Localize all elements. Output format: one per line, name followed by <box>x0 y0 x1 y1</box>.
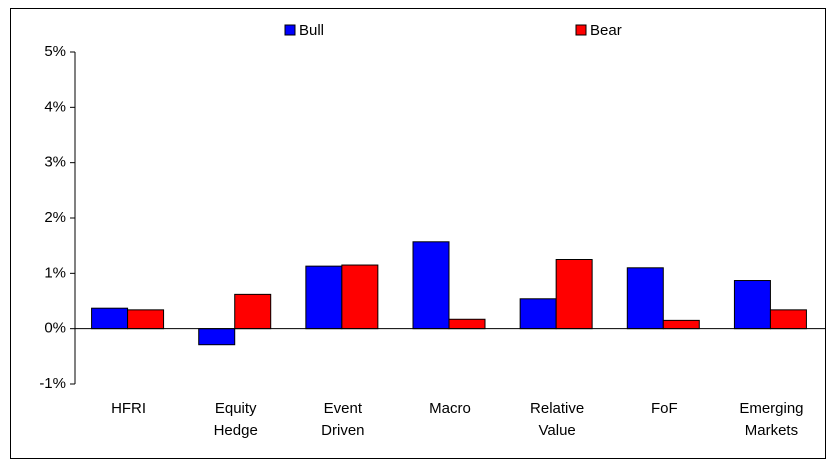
bar <box>555 259 593 330</box>
bar <box>198 328 236 346</box>
legend-label: Bull <box>299 22 324 39</box>
y-tick-label: 0% <box>44 320 66 337</box>
y-tick-label: 2% <box>44 209 66 226</box>
y-tick-label: -1% <box>39 375 66 392</box>
y-tick-label: 3% <box>44 154 66 171</box>
x-tick-label: Emerging Markets <box>739 400 804 439</box>
bar <box>234 293 272 330</box>
bar <box>341 264 379 330</box>
x-tick-label: FoF <box>650 400 678 417</box>
bar <box>448 318 486 330</box>
bar <box>733 280 771 330</box>
bar <box>519 298 557 330</box>
bar <box>769 309 807 330</box>
legend-swatch <box>575 24 587 36</box>
bar <box>626 267 664 330</box>
bar <box>127 309 165 330</box>
y-tick-label: 5% <box>44 43 66 60</box>
bar <box>305 265 343 330</box>
x-tick-label: HFRI <box>111 400 147 417</box>
y-tick-label: 4% <box>44 98 66 115</box>
bar <box>412 241 450 330</box>
x-tick-label: Relative Value <box>530 400 585 439</box>
chart-border <box>10 8 826 459</box>
bar <box>91 307 129 330</box>
x-tick-label: Macro <box>429 400 471 417</box>
x-tick-label: Event Driven <box>321 400 365 439</box>
x-tick-label: Equity Hedge <box>213 400 258 439</box>
bar <box>662 319 700 330</box>
y-tick-label: 1% <box>44 264 66 281</box>
legend-label: Bear <box>590 22 622 39</box>
legend-swatch <box>284 24 296 36</box>
